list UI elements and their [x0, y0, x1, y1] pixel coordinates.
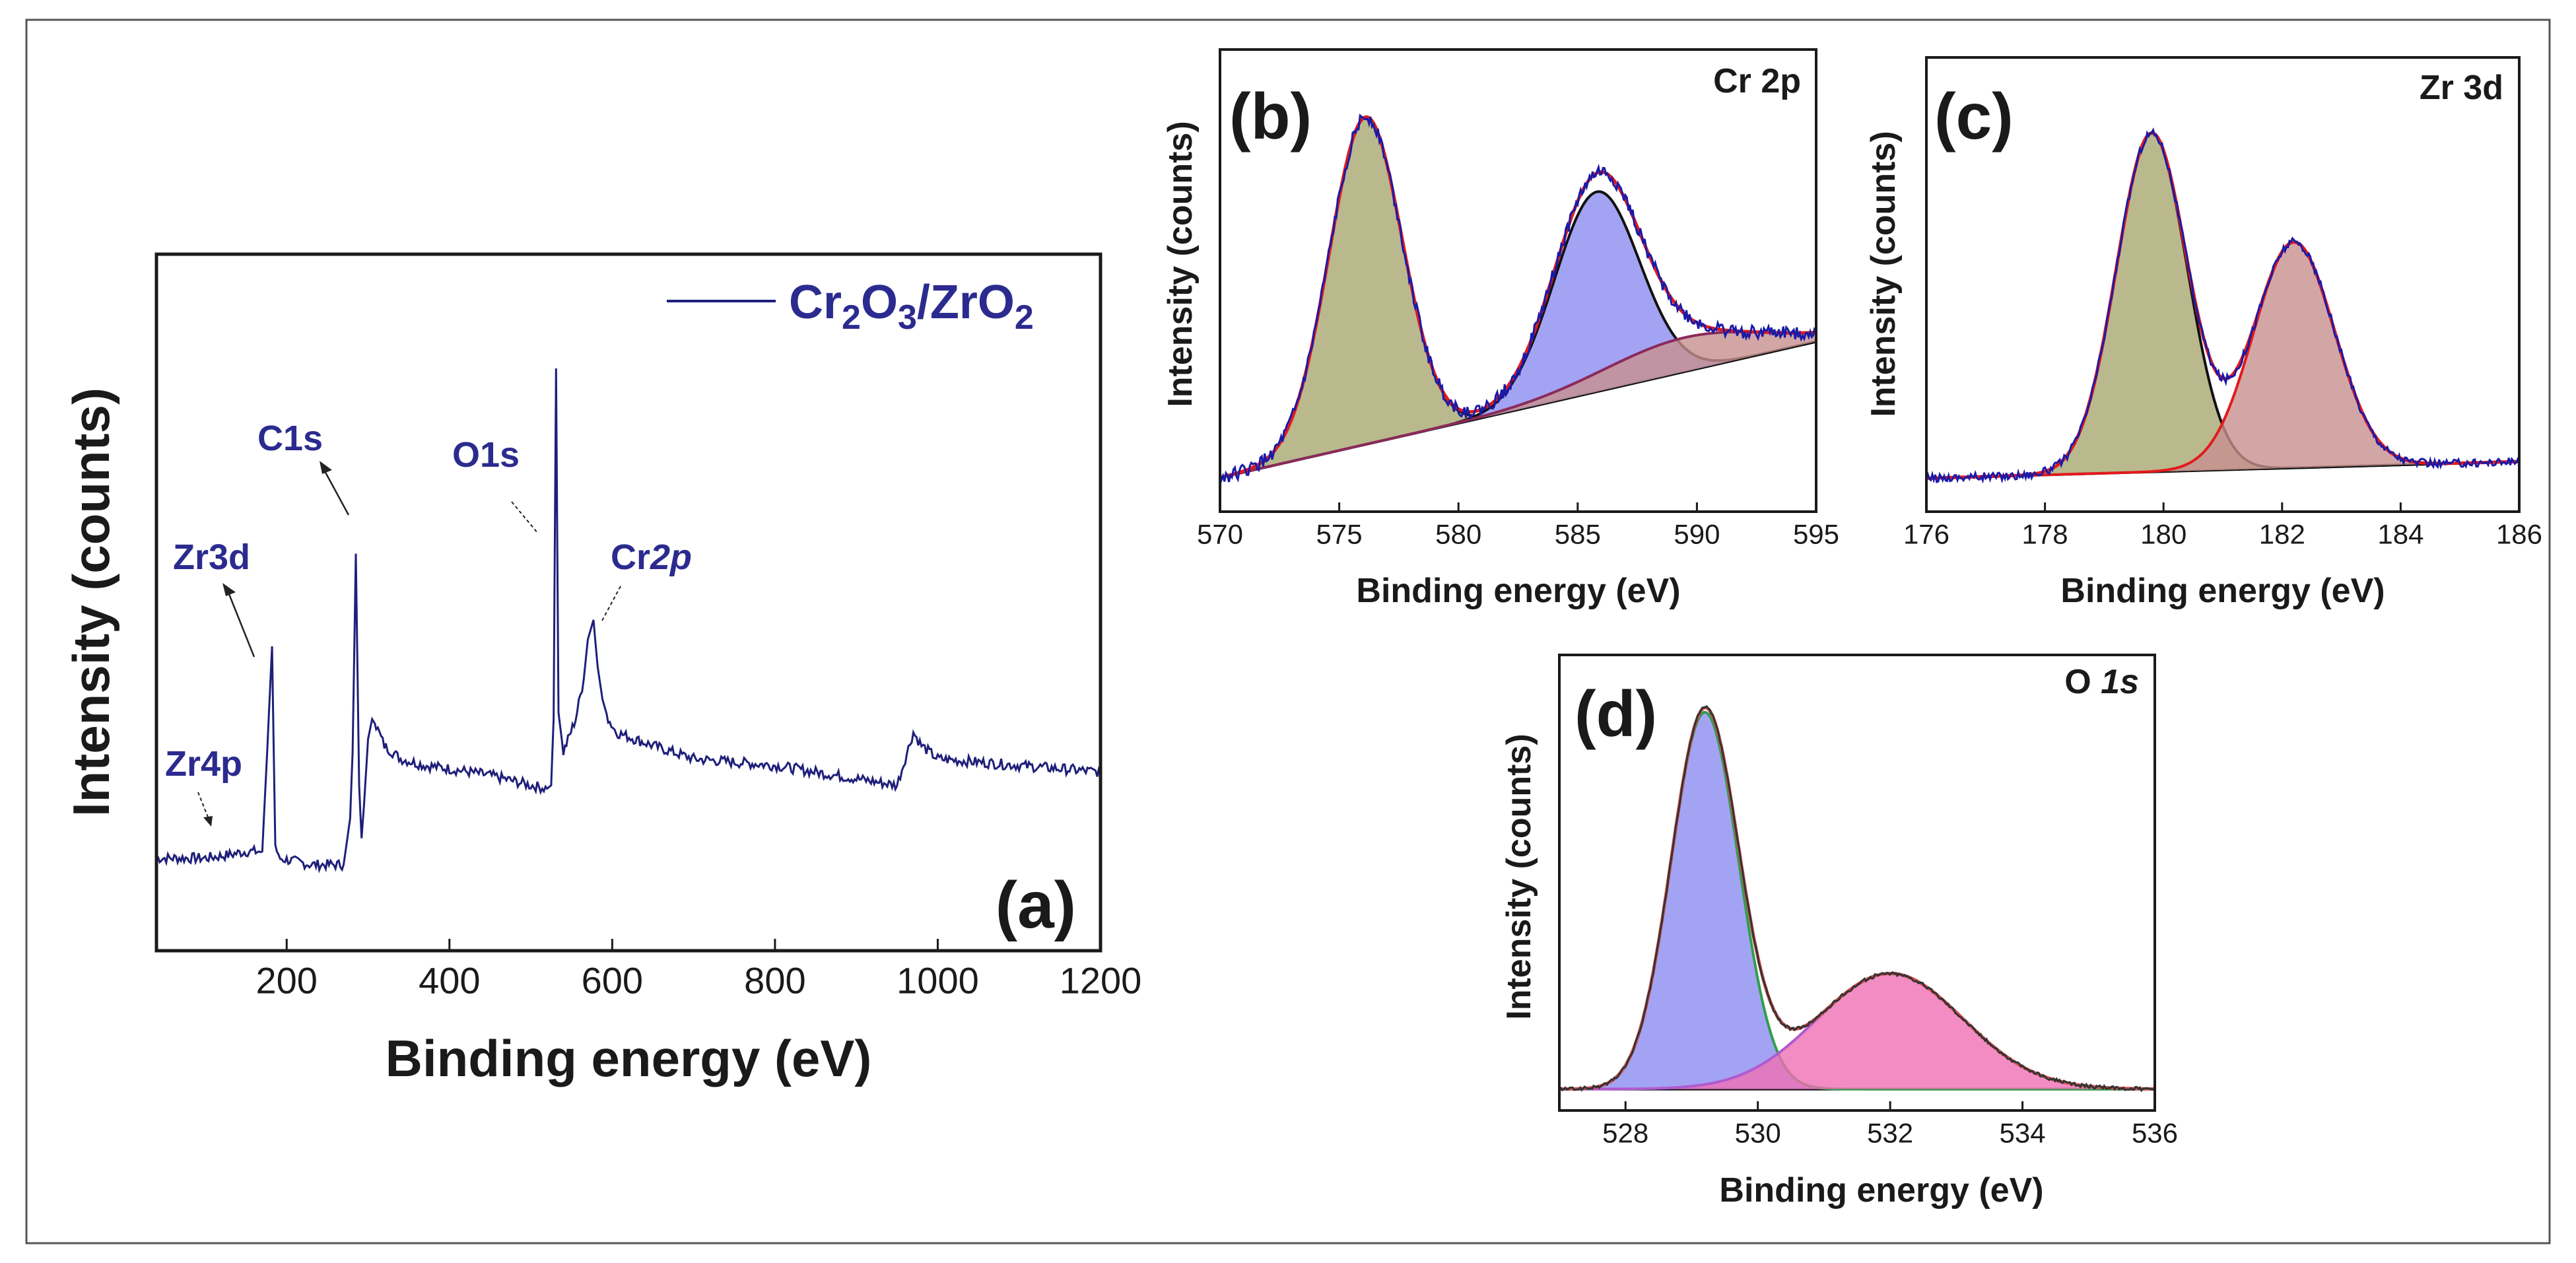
annotation-o1s-arrow — [511, 501, 539, 534]
panel-a-xlabel: Binding energy (eV) — [386, 1029, 872, 1087]
peak-annotations: Zr4p Zr3d C1s O1s Cr2p — [165, 419, 692, 827]
x-tick-label: 182 — [2259, 518, 2305, 549]
x-tick-label: 590 — [1674, 518, 1720, 549]
panel-c-tag: (c) — [1934, 80, 2014, 153]
annotation-zr3d-arrowhead — [222, 583, 236, 596]
x-tick-label: 400 — [419, 959, 480, 1001]
panel-d-xlabel: Binding energy (eV) — [1719, 1171, 2043, 1210]
x-tick-label: 532 — [1867, 1117, 1913, 1148]
x-tick-label: 178 — [2022, 518, 2068, 549]
x-tick-label: 536 — [2132, 1117, 2178, 1148]
panel-b-title: Cr 2p — [1713, 62, 1801, 100]
panel-a-ylabel: Intensity (counts) — [62, 388, 120, 817]
legend-label: Cr2O3/ZrO2 — [789, 276, 1034, 337]
component-fill — [1559, 712, 2155, 1089]
raw-data-line — [1559, 705, 2155, 1093]
x-tick-label: 200 — [256, 959, 318, 1001]
annotation-cr2p-arrow — [601, 586, 621, 621]
x-tick-label: 184 — [2377, 518, 2423, 549]
annotation-c1s-arrowhead — [320, 461, 332, 474]
annotation-zr4p-label: Zr4p — [165, 744, 242, 784]
panel-a-legend: Cr2O3/ZrO2 — [667, 276, 1034, 337]
raw-data-line — [1220, 114, 1816, 483]
panel-a-frame — [154, 252, 1102, 953]
panel-b-cr2p: 570 575 580 585 590 595 Binding energy (eV) I… — [1161, 48, 1839, 610]
survey-spectrum-line — [156, 368, 1101, 873]
component-fill — [1926, 242, 2519, 479]
panel-d-o1s: 528 530 532 534 536 Binding energy (eV) Inte… — [1500, 654, 2178, 1210]
x-tick-label: 176 — [1903, 518, 1949, 549]
panel-d-frame — [1558, 654, 2156, 1112]
panel-d-tag: (d) — [1575, 677, 1657, 750]
x-tick-label: 530 — [1735, 1117, 1781, 1148]
panel-d-title: O 1s — [2064, 663, 2139, 701]
panel-a-x-axis: 200 400 600 800 1000 1200 — [256, 939, 1142, 1001]
panel-c-xlabel: Binding energy (eV) — [2060, 572, 2385, 610]
raw-data-line — [1926, 127, 2519, 484]
annotation-zr3d: Zr3d — [173, 537, 255, 658]
annotation-cr2p: Cr2p — [601, 537, 692, 621]
annotation-zr3d-label: Zr3d — [173, 537, 250, 577]
panel-c-x-axis: 176 178 180 182 184 186 — [1903, 502, 2542, 549]
x-tick-label: 528 — [1602, 1117, 1648, 1148]
annotation-o1s: O1s — [452, 435, 539, 534]
annotation-c1s-arrow — [322, 468, 350, 516]
panel-b-x-axis: 570 575 580 585 590 595 — [1197, 502, 1839, 549]
x-tick-label: 186 — [2496, 518, 2542, 549]
panel-a-survey: 200 400 600 800 1000 1200 Binding energy (eV)… — [62, 252, 1142, 1087]
x-tick-label: 1200 — [1060, 959, 1142, 1001]
component-line — [1220, 330, 1816, 479]
x-tick-label: 534 — [2000, 1117, 2046, 1148]
x-tick-label: 180 — [2140, 518, 2186, 549]
x-tick-label: 575 — [1316, 518, 1363, 549]
annotation-zr4p: Zr4p — [165, 744, 242, 827]
panel-b-xlabel: Binding energy (eV) — [1356, 572, 1680, 610]
annotation-c1s-label: C1s — [257, 419, 323, 458]
panel-a-plot-area — [156, 368, 1101, 873]
annotation-o1s-label: O1s — [452, 435, 520, 475]
annotation-c1s: C1s — [257, 419, 350, 516]
x-tick-label: 600 — [582, 959, 643, 1001]
panel-c-ylabel: Intensity (counts) — [1864, 131, 1903, 417]
panel-c-zr3d: 176 178 180 182 184 186 Binding energy (eV) I… — [1864, 56, 2542, 610]
annotation-zr4p-arrowhead — [203, 816, 213, 827]
x-tick-label: 800 — [744, 959, 805, 1001]
x-tick-label: 1000 — [897, 959, 979, 1001]
panel-b-ylabel: Intensity (counts) — [1161, 121, 1200, 407]
panel-a-tag: (a) — [996, 868, 1076, 942]
component-fill — [1220, 117, 1816, 478]
component-fill — [1220, 331, 1816, 478]
panel-b-tag: (b) — [1229, 80, 1312, 153]
annotation-cr2p-label: Cr2p — [611, 537, 692, 577]
panel-d-ylabel: Intensity (counts) — [1500, 734, 1538, 1019]
panel-b-frame — [1219, 48, 1817, 513]
x-tick-label: 595 — [1793, 518, 1839, 549]
panel-d-plot-area — [1559, 705, 2155, 1093]
panel-c-title: Zr 3d — [2420, 69, 2503, 107]
component-fill — [1559, 973, 2155, 1089]
panel-b-plot-area — [1220, 114, 1816, 483]
x-tick-label: 570 — [1197, 518, 1243, 549]
panel-d-x-axis: 528 530 532 534 536 — [1602, 1101, 2178, 1148]
panel-c-plot-area — [1926, 127, 2519, 484]
annotation-zr3d-arrow — [226, 590, 255, 658]
x-tick-label: 580 — [1435, 518, 1481, 549]
x-tick-label: 585 — [1555, 518, 1601, 549]
panel-c-frame — [1925, 56, 2521, 513]
